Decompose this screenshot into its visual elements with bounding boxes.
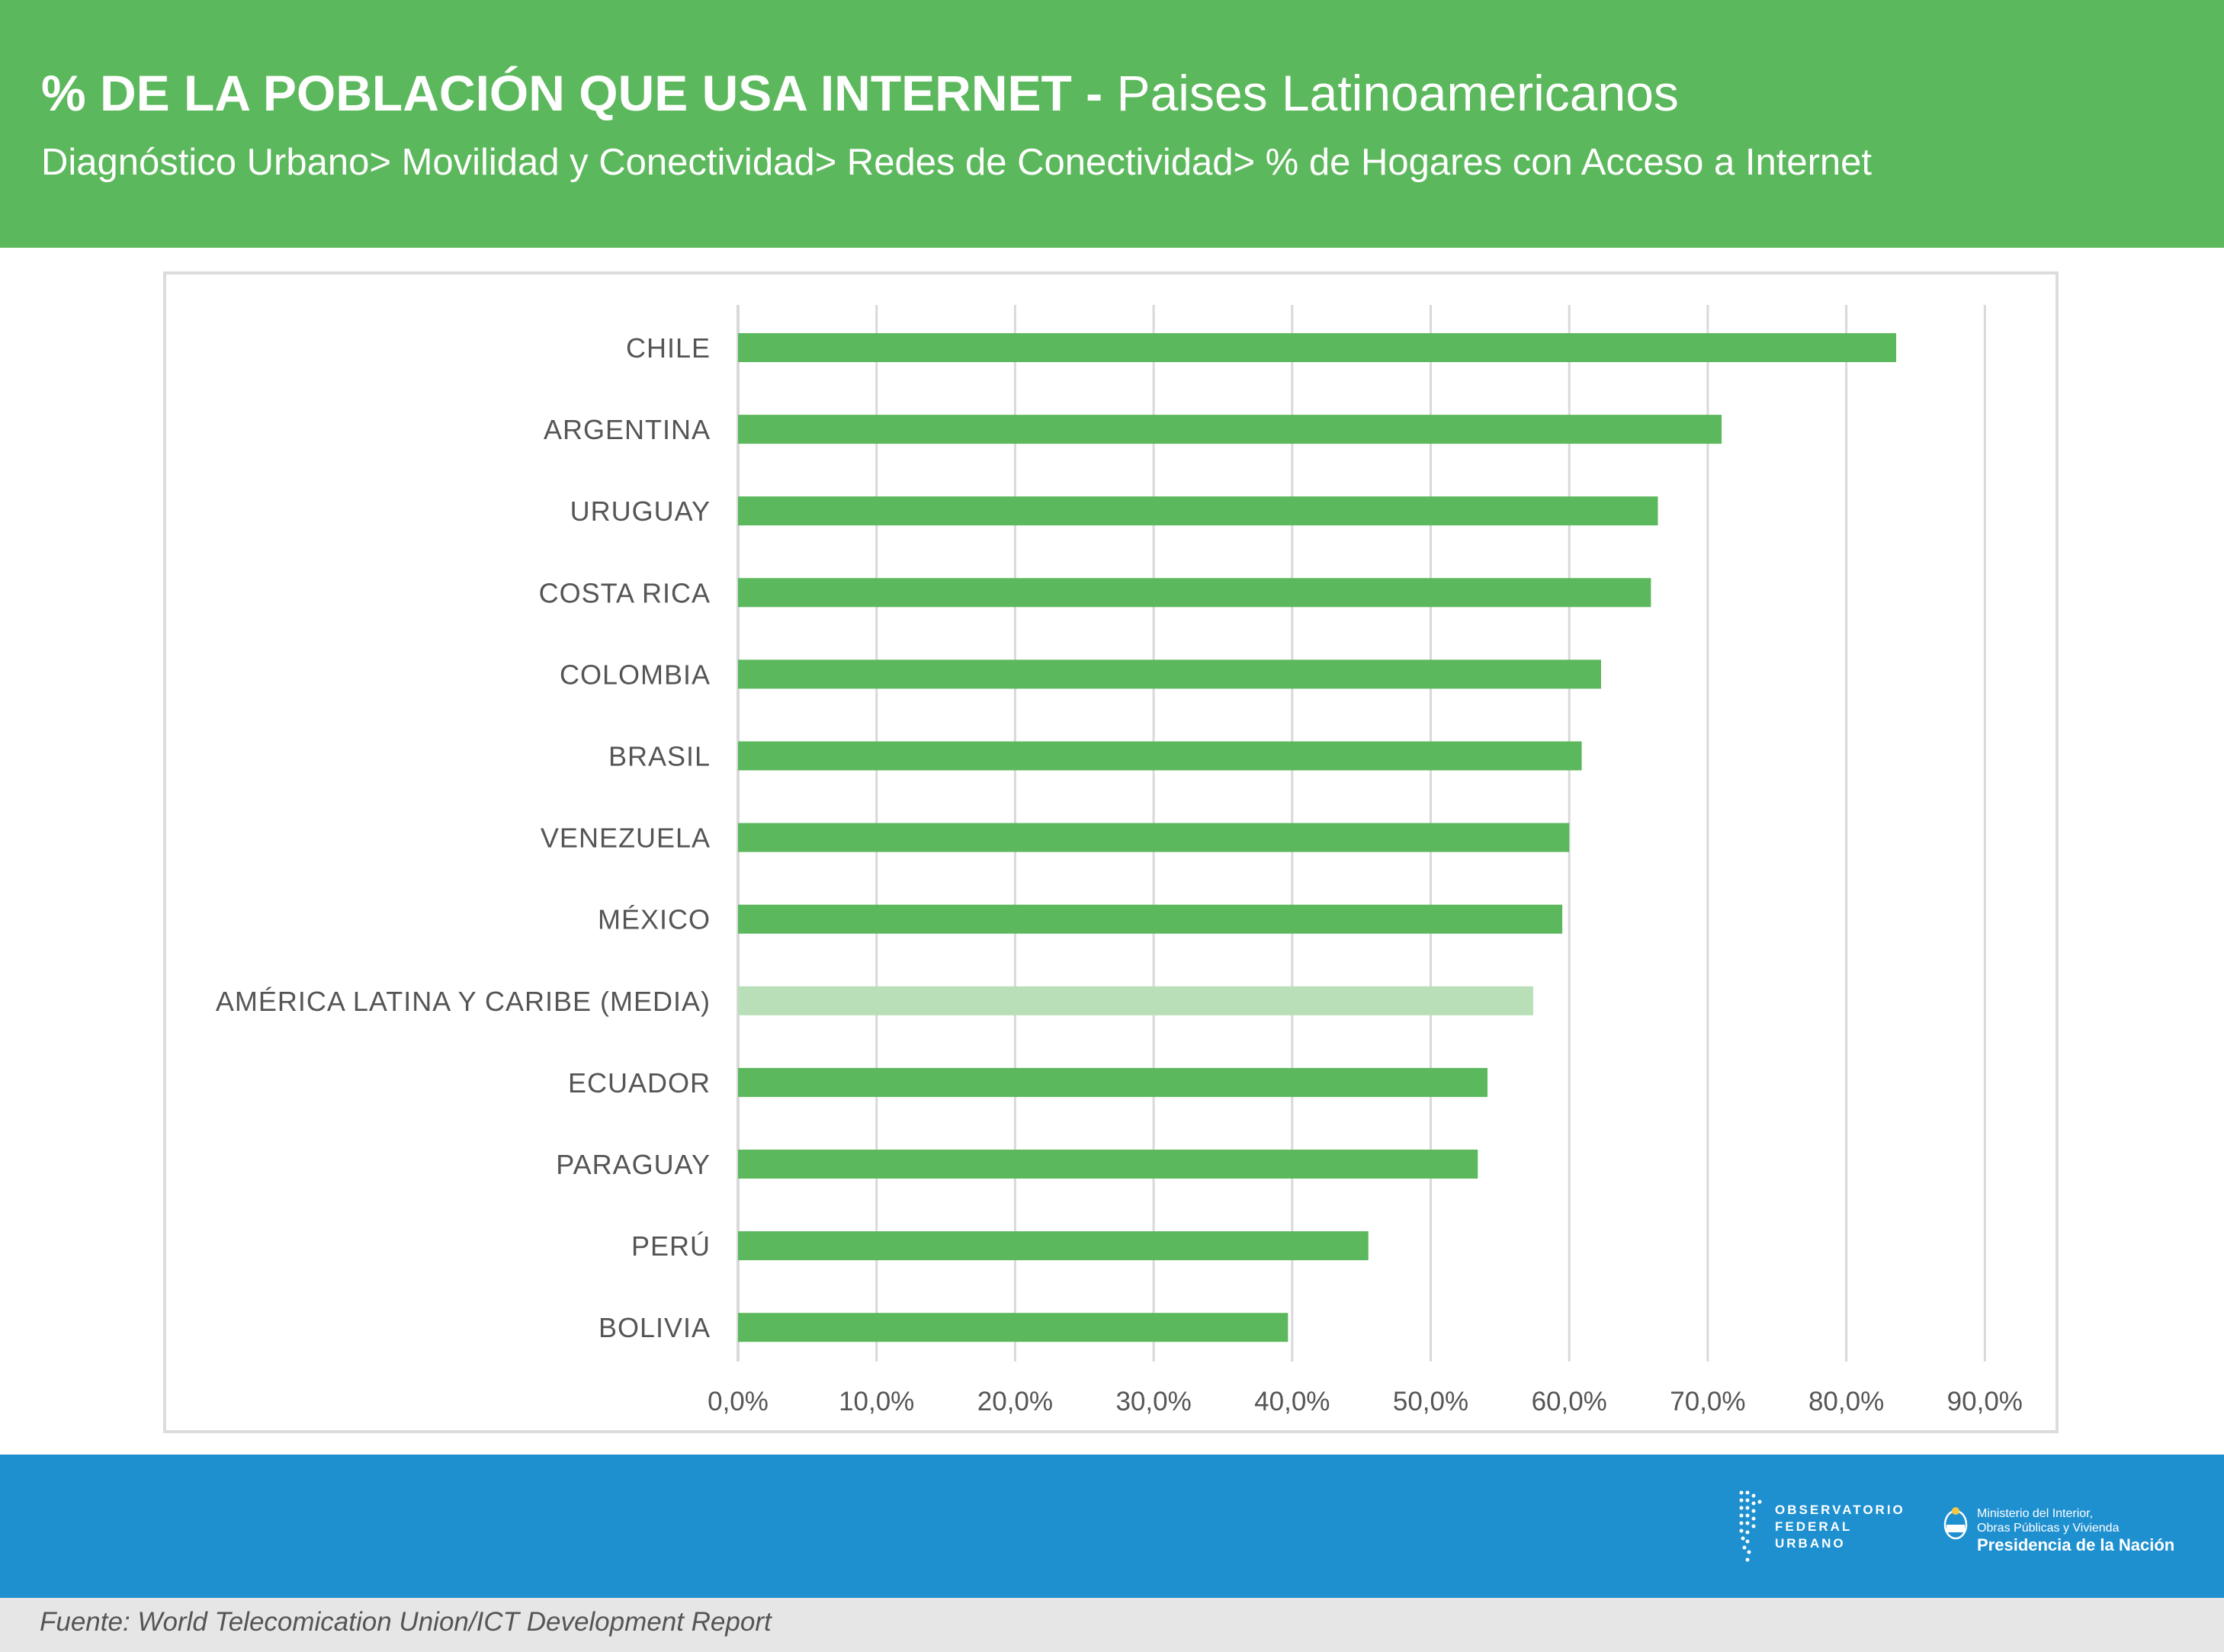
footer-band: OBSERVATORIO FEDERAL URBANO Ministerio d… bbox=[0, 1455, 2224, 1598]
ministerio-line-2: Obras Públicas y Vivienda bbox=[1977, 1522, 2120, 1535]
ofu-line-1: OBSERVATORIO bbox=[1775, 1503, 1905, 1517]
category-label: MÉXICO bbox=[598, 904, 711, 935]
ministerio-line-3: Presidencia de la Nación bbox=[1977, 1535, 2175, 1554]
bar bbox=[738, 1231, 1369, 1261]
bars bbox=[738, 333, 1897, 1342]
bar bbox=[738, 904, 1563, 934]
x-tick-label: 40,0% bbox=[1254, 1387, 1330, 1416]
national-seal-icon bbox=[1943, 1507, 1968, 1540]
category-label: PARAGUAY bbox=[556, 1149, 711, 1180]
ofu-line-2: FEDERAL bbox=[1775, 1519, 1853, 1534]
observatorio-logo-icon bbox=[1739, 1490, 1762, 1562]
ministerio-line-1: Ministerio del Interior, bbox=[1977, 1507, 2094, 1520]
title-sub: Paises Latinoamericanos bbox=[1116, 65, 1679, 121]
category-label: VENEZUELA bbox=[541, 823, 711, 854]
x-tick-label: 30,0% bbox=[1115, 1387, 1191, 1416]
category-label: ECUADOR bbox=[568, 1067, 711, 1099]
bar bbox=[738, 1067, 1487, 1097]
x-tick-label: 80,0% bbox=[1808, 1387, 1884, 1416]
bar bbox=[738, 415, 1722, 444]
bar bbox=[738, 333, 1897, 362]
bar bbox=[738, 986, 1533, 1015]
page-title: % DE LA POBLACIÓN QUE USA INTERNET - Pai… bbox=[41, 64, 1679, 122]
x-tick-label: 10,0% bbox=[839, 1387, 914, 1416]
observatorio-name: OBSERVATORIO FEDERAL URBANO bbox=[1775, 1502, 1905, 1552]
bar bbox=[738, 496, 1658, 526]
category-label: BRASIL bbox=[608, 741, 711, 772]
bar bbox=[738, 1150, 1478, 1179]
source-text: Fuente: World Telecomication Union/ICT D… bbox=[40, 1607, 772, 1637]
x-tick-label: 60,0% bbox=[1532, 1387, 1607, 1416]
breadcrumb: Diagnóstico Urbano> Movilidad y Conectiv… bbox=[41, 142, 1873, 183]
bar bbox=[738, 823, 1570, 852]
category-label: COLOMBIA bbox=[560, 659, 711, 690]
category-label: ARGENTINA bbox=[544, 414, 711, 445]
category-label: COSTA RICA bbox=[539, 577, 711, 608]
category-label: URUGUAY bbox=[570, 496, 711, 527]
x-tick-label: 90,0% bbox=[1947, 1387, 2023, 1416]
category-label: AMÉRICA LATINA Y CARIBE (MEDIA) bbox=[216, 986, 711, 1017]
category-labels: CHILE ARGENTINA URUGUAY COSTA RICA COLOMBIA B… bbox=[216, 332, 711, 1343]
header-banner: % DE LA POBLACIÓN QUE USA INTERNET - Pai… bbox=[0, 0, 2224, 248]
title-main: % DE LA POBLACIÓN QUE USA INTERNET - bbox=[41, 65, 1103, 121]
x-tick-label: 50,0% bbox=[1393, 1387, 1468, 1416]
x-tick-labels: 0,0% 10,0% 20,0% 30,0% 40,0% 50,0% 60,0% 70,0% 8… bbox=[708, 1387, 2023, 1416]
x-tick-label: 20,0% bbox=[977, 1387, 1053, 1416]
ministerio-name: Ministerio del Interior, Obras Públicas … bbox=[1977, 1506, 2174, 1555]
source-band: Fuente: World Telecomication Union/ICT D… bbox=[0, 1598, 2224, 1652]
bar bbox=[738, 659, 1601, 689]
category-label: PERÚ bbox=[631, 1230, 711, 1262]
category-label: BOLIVIA bbox=[599, 1312, 711, 1343]
bar bbox=[738, 741, 1582, 771]
x-tick-label: 70,0% bbox=[1670, 1387, 1745, 1416]
bar bbox=[738, 578, 1651, 608]
bar bbox=[738, 1313, 1289, 1342]
category-label: CHILE bbox=[626, 332, 711, 364]
x-tick-label: 0,0% bbox=[708, 1387, 769, 1416]
ofu-line-3: URBANO bbox=[1775, 1536, 1846, 1551]
